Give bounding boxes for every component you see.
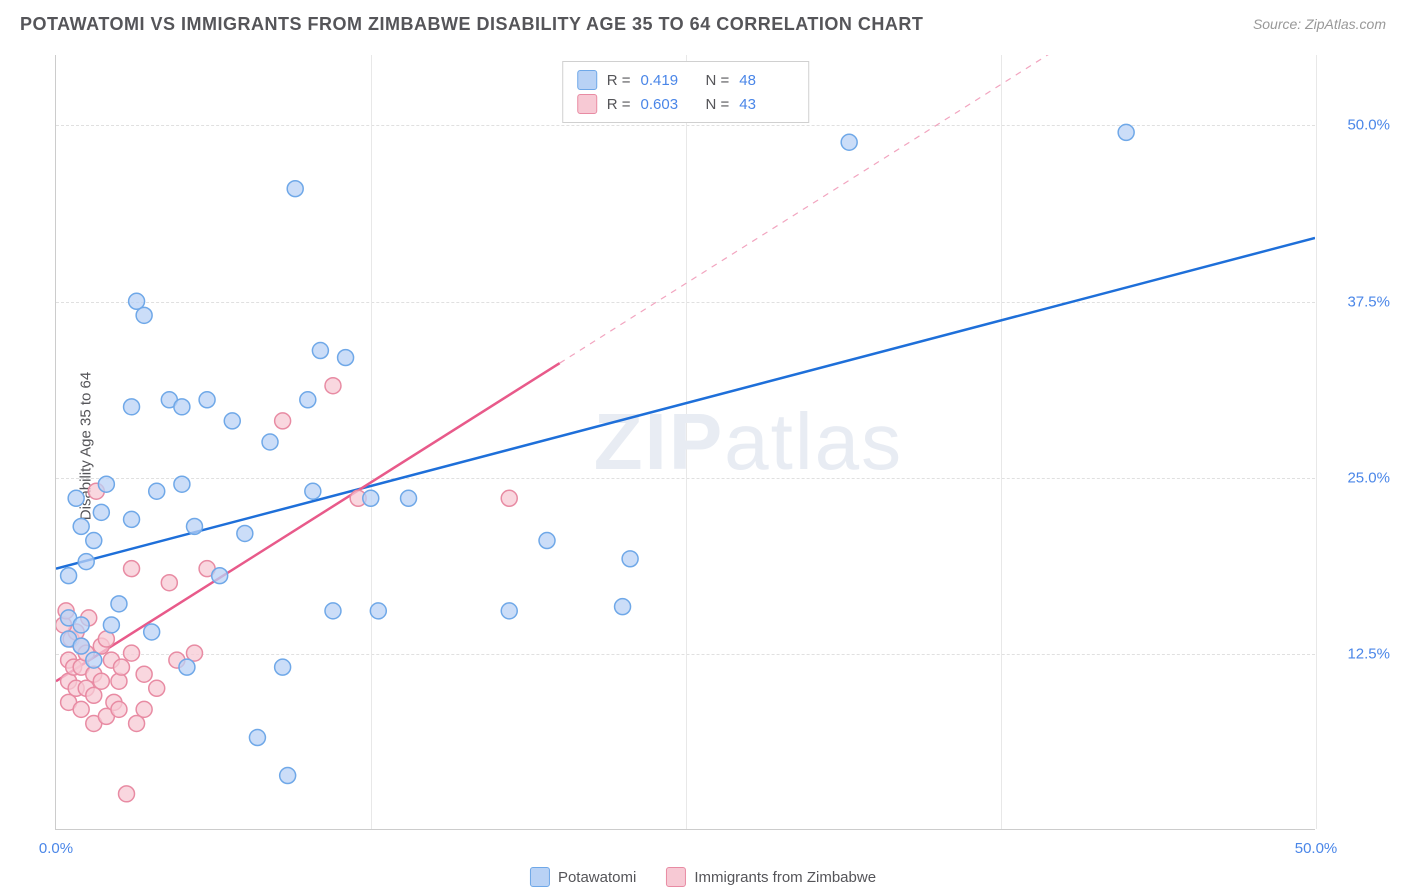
y-tick-label: 25.0% <box>1330 469 1390 486</box>
chart-title: POTAWATOMI VS IMMIGRANTS FROM ZIMBABWE D… <box>20 14 923 35</box>
legend-label-1: Potawatomi <box>558 869 636 886</box>
legend-row-series1: R = 0.419 N = 48 <box>577 68 795 92</box>
r-value-1: 0.419 <box>641 72 696 89</box>
swatch-blue <box>530 867 550 887</box>
swatch-pink <box>577 94 597 114</box>
correlation-legend: R = 0.419 N = 48 R = 0.603 N = 43 <box>562 61 810 123</box>
swatch-blue <box>577 70 597 90</box>
y-tick-label: 50.0% <box>1330 117 1390 134</box>
y-tick-label: 37.5% <box>1330 293 1390 310</box>
x-tick-label: 50.0% <box>1295 840 1338 857</box>
r-value-2: 0.603 <box>641 96 696 113</box>
n-value-2: 43 <box>739 96 794 113</box>
chart-svg <box>56 55 1315 829</box>
chart-plot-area: ZIPatlas R = 0.419 N = 48 R = 0.603 N = … <box>55 55 1315 830</box>
series-legend: Potawatomi Immigrants from Zimbabwe <box>530 867 876 887</box>
y-tick-label: 12.5% <box>1330 645 1390 662</box>
n-label: N = <box>706 72 730 89</box>
header: POTAWATOMI VS IMMIGRANTS FROM ZIMBABWE D… <box>0 0 1406 48</box>
r-label: R = <box>607 96 631 113</box>
source-attribution: Source: ZipAtlas.com <box>1253 16 1386 32</box>
r-label: R = <box>607 72 631 89</box>
n-value-1: 48 <box>739 72 794 89</box>
legend-item-zimbabwe: Immigrants from Zimbabwe <box>666 867 876 887</box>
swatch-pink <box>666 867 686 887</box>
legend-row-series2: R = 0.603 N = 43 <box>577 92 795 116</box>
x-tick-label: 0.0% <box>39 840 73 857</box>
n-label: N = <box>706 96 730 113</box>
legend-label-2: Immigrants from Zimbabwe <box>694 869 876 886</box>
legend-item-potawatomi: Potawatomi <box>530 867 636 887</box>
